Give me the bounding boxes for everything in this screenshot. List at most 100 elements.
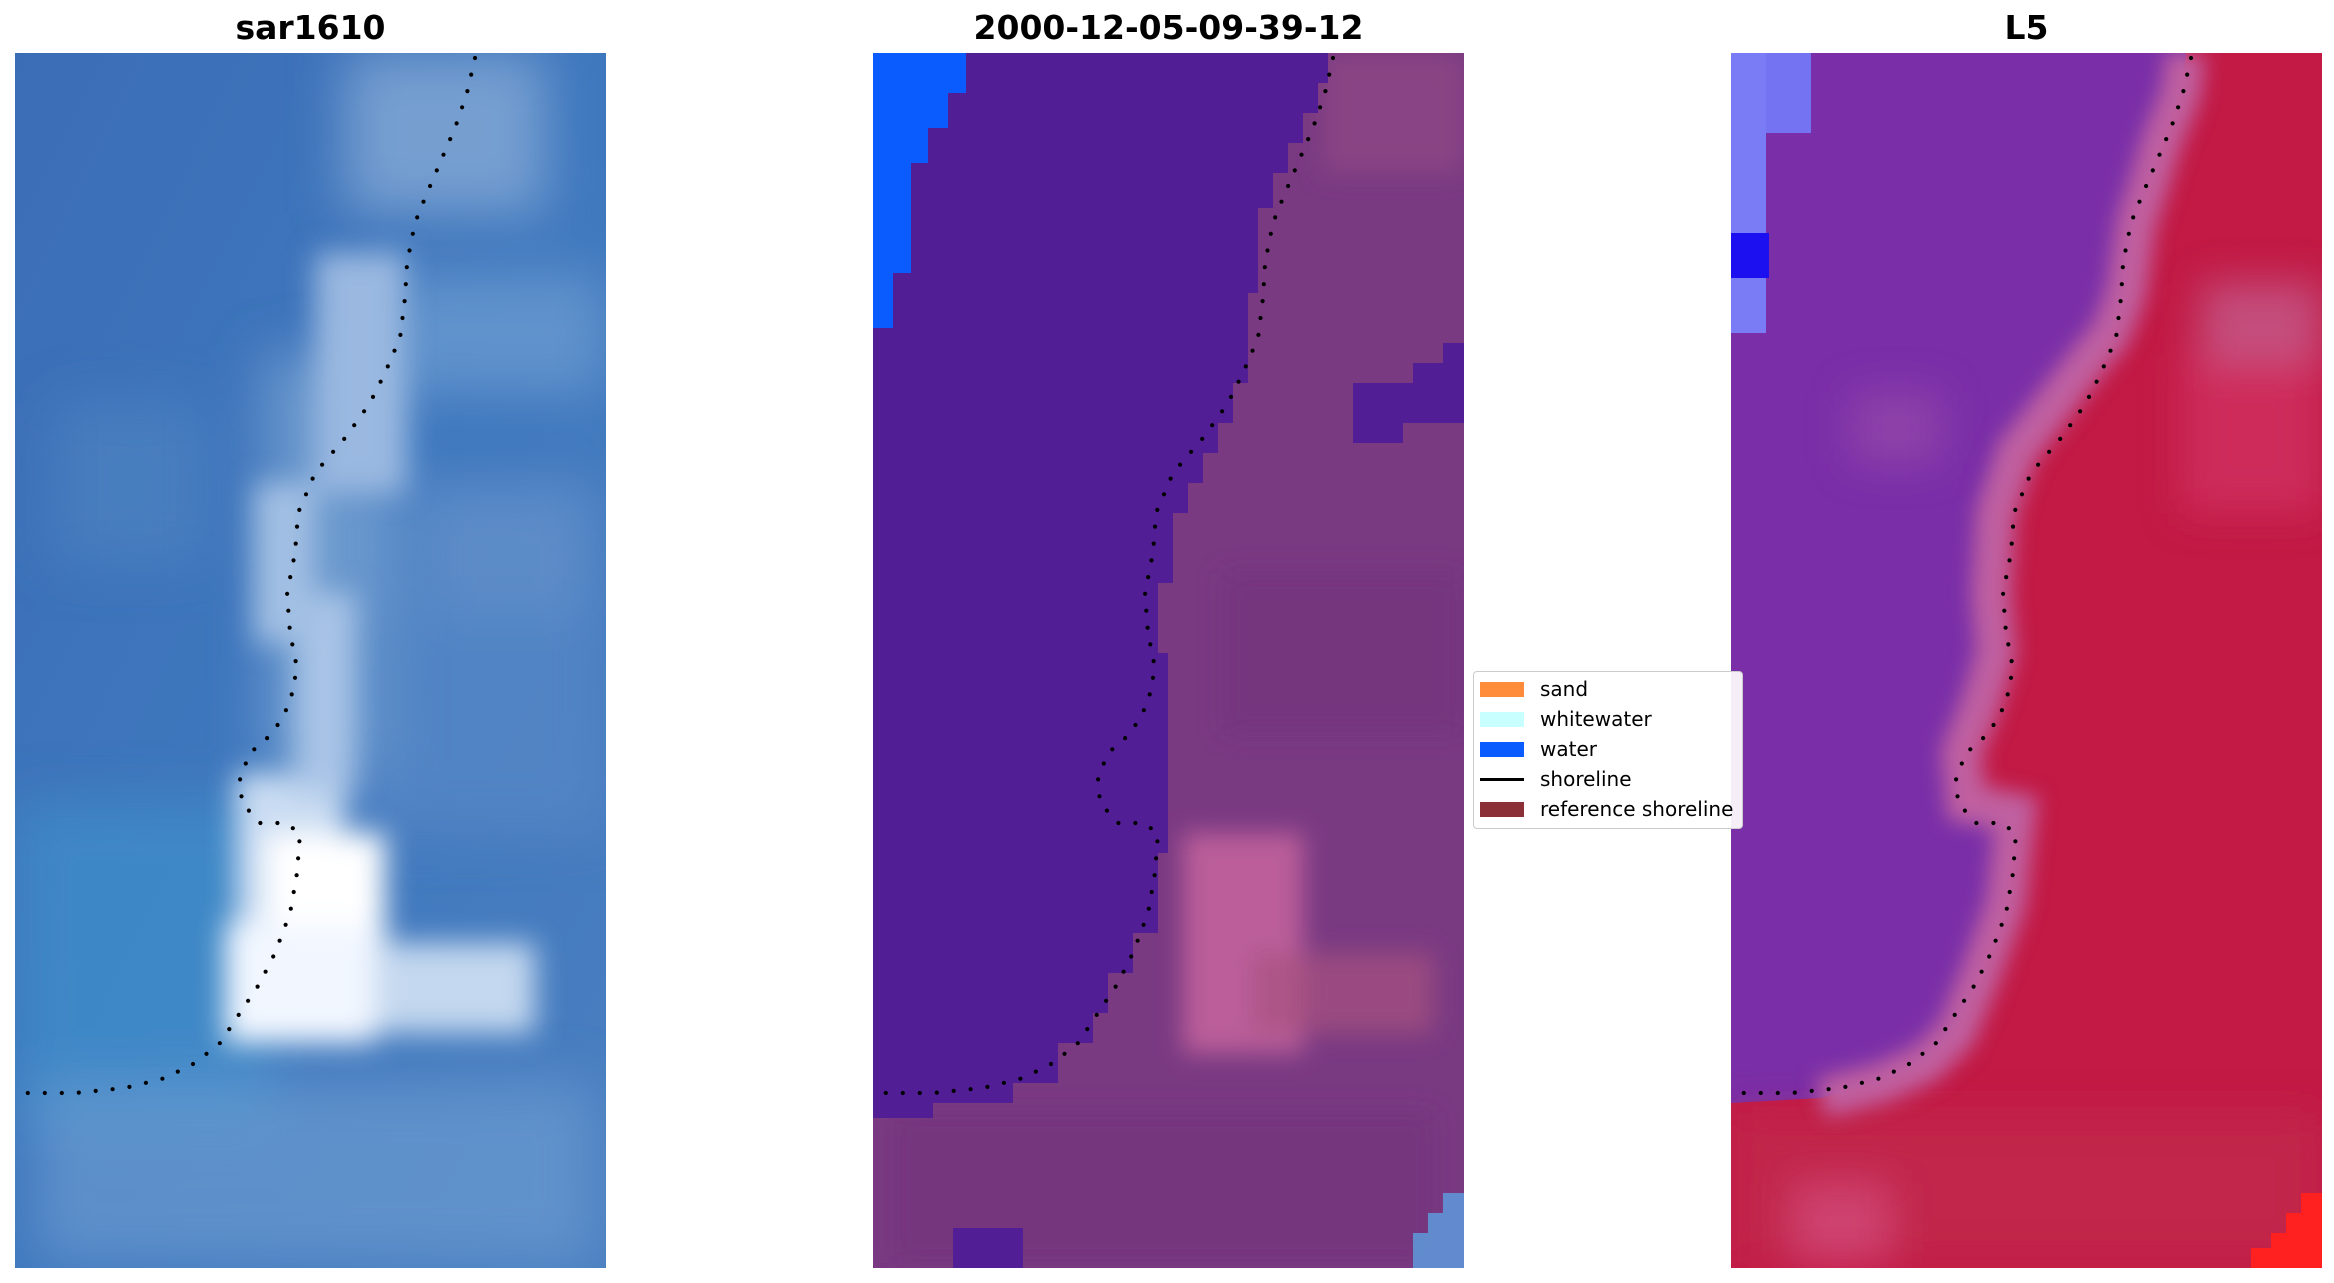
shoreline-dot	[291, 558, 296, 563]
shoreline-dot	[2094, 379, 2099, 384]
shoreline-dot	[290, 826, 295, 831]
shoreline-dot	[1792, 1090, 1797, 1095]
legend-swatch-reference-shoreline	[1480, 802, 1524, 817]
shoreline-dot	[2101, 364, 2106, 369]
shoreline-dot	[402, 299, 407, 304]
shoreline-dot	[287, 625, 292, 630]
shoreline-dot	[2123, 248, 2128, 253]
shoreline-dot	[2119, 282, 2124, 287]
shoreline-dot	[1273, 215, 1278, 220]
shoreline-dot	[917, 1090, 922, 1096]
legend-item-shoreline: shoreline	[1474, 764, 1742, 794]
shoreline-dot	[2157, 152, 2162, 157]
shoreline-dot	[290, 642, 295, 647]
shoreline-dot	[472, 55, 478, 61]
shoreline-dot	[968, 1087, 973, 1092]
shoreline-dot	[1843, 1084, 1848, 1089]
legend-swatch-whitewater	[1480, 712, 1524, 727]
shoreline-dot	[293, 659, 298, 664]
shoreline-dot	[1152, 524, 1158, 529]
panel-title-rgb: sar1610	[235, 8, 386, 47]
shoreline-dot	[1113, 984, 1118, 989]
shoreline-dot	[1968, 747, 1973, 752]
class-water-patch	[1353, 343, 1464, 443]
shoreline-dot	[1141, 922, 1146, 927]
shoreline-dot	[1243, 364, 1248, 369]
shoreline-dot	[76, 1090, 81, 1095]
shoreline-dot	[2176, 105, 2181, 110]
shoreline-dot	[1312, 121, 1317, 126]
shoreline-dot	[1323, 89, 1328, 94]
shoreline-dot	[1143, 591, 1148, 596]
class-whitewater-edge	[1413, 1193, 1464, 1268]
shoreline-dot	[1150, 675, 1156, 680]
shoreline-dot	[42, 1090, 47, 1096]
legend-item-water: water	[1474, 734, 1742, 764]
shoreline-dot	[454, 121, 459, 126]
shoreline-dot	[285, 591, 290, 596]
shoreline-dot	[410, 231, 415, 236]
shoreline-dot	[25, 1090, 30, 1096]
legend-item-reference-shoreline: reference shoreline	[1474, 794, 1742, 824]
shoreline-dot	[1062, 1051, 1067, 1056]
classified-image	[873, 53, 1464, 1268]
shoreline-dot	[1775, 1090, 1780, 1096]
index-open-water-3	[1731, 233, 1769, 278]
shoreline-dot	[297, 839, 302, 844]
shoreline-dot	[1260, 299, 1265, 304]
shoreline-dot	[434, 168, 439, 173]
shoreline-dot	[1220, 409, 1225, 414]
shoreline-dot	[283, 708, 288, 713]
shoreline-dot	[2013, 507, 2018, 512]
shoreline-dot	[460, 105, 465, 110]
panel-title-classification: 2000-12-05-09-39-12	[973, 8, 1364, 47]
shoreline-dot	[265, 736, 270, 741]
shoreline-dot	[2118, 299, 2123, 304]
shoreline-dot	[2012, 856, 2017, 861]
shoreline-dot	[1943, 1027, 1948, 1032]
shoreline-dot	[1121, 969, 1126, 974]
legend-label-shoreline: shoreline	[1540, 767, 1632, 791]
shoreline-dot	[1991, 722, 1996, 728]
shoreline-dot	[1987, 954, 1992, 959]
shoreline-dot	[1971, 984, 1976, 989]
shoreline-dot	[1144, 608, 1149, 613]
shoreline-dot	[378, 379, 383, 384]
shoreline-dot	[398, 332, 403, 337]
shoreline-dot	[448, 137, 453, 142]
shoreline-dot	[900, 1090, 905, 1096]
shoreline-dot	[1993, 938, 1998, 943]
shoreline-dot	[1135, 938, 1140, 943]
shoreline-dot	[2144, 183, 2149, 189]
shoreline-dot	[1133, 722, 1138, 728]
shoreline-dot	[2001, 591, 2006, 596]
shoreline-dot	[2036, 462, 2041, 467]
shoreline-dot	[2116, 315, 2121, 321]
shoreline-dot	[239, 794, 244, 799]
shoreline-dot	[283, 922, 288, 927]
shoreline-dot	[1268, 231, 1273, 236]
shoreline-dot	[2185, 72, 2190, 77]
shoreline-dot	[2181, 89, 2186, 94]
shoreline-dot	[370, 394, 376, 399]
legend-label-water: water	[1540, 737, 1597, 761]
shoreline-dot	[1859, 1080, 1864, 1085]
shoreline-dot	[1141, 708, 1146, 713]
shoreline-dot	[1104, 808, 1109, 813]
shoreline-dot	[2086, 394, 2092, 399]
class-water	[873, 53, 1328, 1118]
shoreline-dot	[175, 1069, 180, 1074]
shoreline-rgb	[25, 55, 478, 1096]
shoreline-dot	[1327, 72, 1332, 77]
shoreline-dot	[2150, 168, 2155, 173]
shoreline-dot	[1151, 659, 1156, 664]
shoreline-dot	[263, 969, 268, 974]
shoreline-dot	[1096, 777, 1101, 782]
shoreline-dot	[934, 1090, 939, 1095]
shoreline-dot	[2019, 492, 2025, 497]
rgb-image	[15, 53, 606, 1268]
shoreline-dot	[2026, 476, 2031, 481]
index-open-water-2	[1766, 53, 1811, 133]
shoreline-dot	[1999, 922, 2004, 927]
shoreline-dot	[59, 1090, 64, 1096]
